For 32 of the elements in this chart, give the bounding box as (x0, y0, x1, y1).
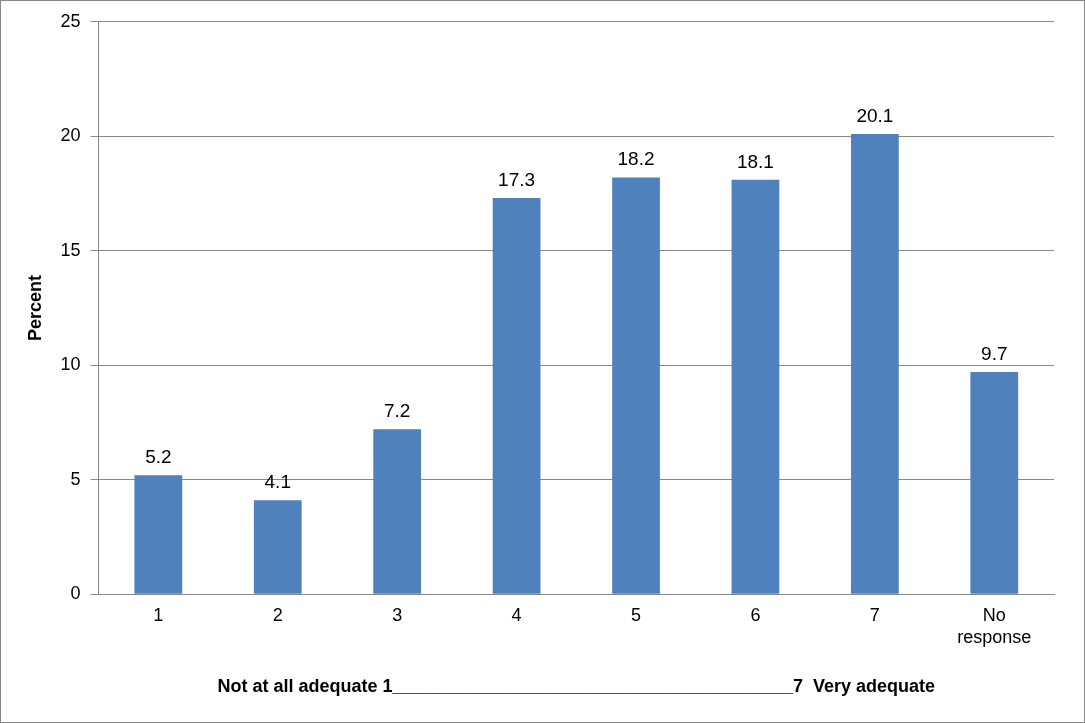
x-tick-label: 2 (272, 604, 283, 625)
bar (253, 500, 302, 594)
y-tick-label: 0 (70, 583, 81, 604)
x-tick-label: 7 (869, 604, 880, 625)
x-tick-label: 3 (392, 604, 403, 625)
y-tick-label: 25 (60, 10, 81, 31)
x-tick-label: 6 (750, 604, 761, 625)
bar (731, 179, 780, 594)
y-tick-label: 15 (60, 239, 81, 260)
data-label: 17.3 (498, 168, 536, 190)
y-tick-label: 5 (70, 468, 81, 489)
data-label: 4.1 (264, 471, 291, 493)
x-axis-title: Not at all adequate 1________________________________________7 Very adequate (217, 676, 936, 697)
bar (850, 133, 899, 594)
x-tick-label: No response (957, 604, 1032, 647)
y-tick-label: 10 (60, 354, 81, 375)
x-tick-label: 5 (631, 604, 642, 625)
y-axis-title: Percent (24, 274, 45, 342)
data-label: 20.1 (856, 104, 894, 126)
bar (492, 198, 541, 594)
data-label: 18.2 (617, 148, 655, 170)
data-label: 18.1 (736, 150, 774, 172)
data-label: 9.7 (981, 342, 1008, 364)
bar (373, 429, 422, 594)
bar (970, 372, 1019, 594)
bar (134, 475, 183, 594)
data-label: 5.2 (145, 445, 172, 467)
x-tick-label: 4 (511, 604, 522, 625)
bar (612, 177, 660, 594)
data-label: 7.2 (383, 400, 411, 422)
x-tick-label: 1 (153, 604, 164, 625)
y-tick-label: 20 (60, 125, 81, 146)
